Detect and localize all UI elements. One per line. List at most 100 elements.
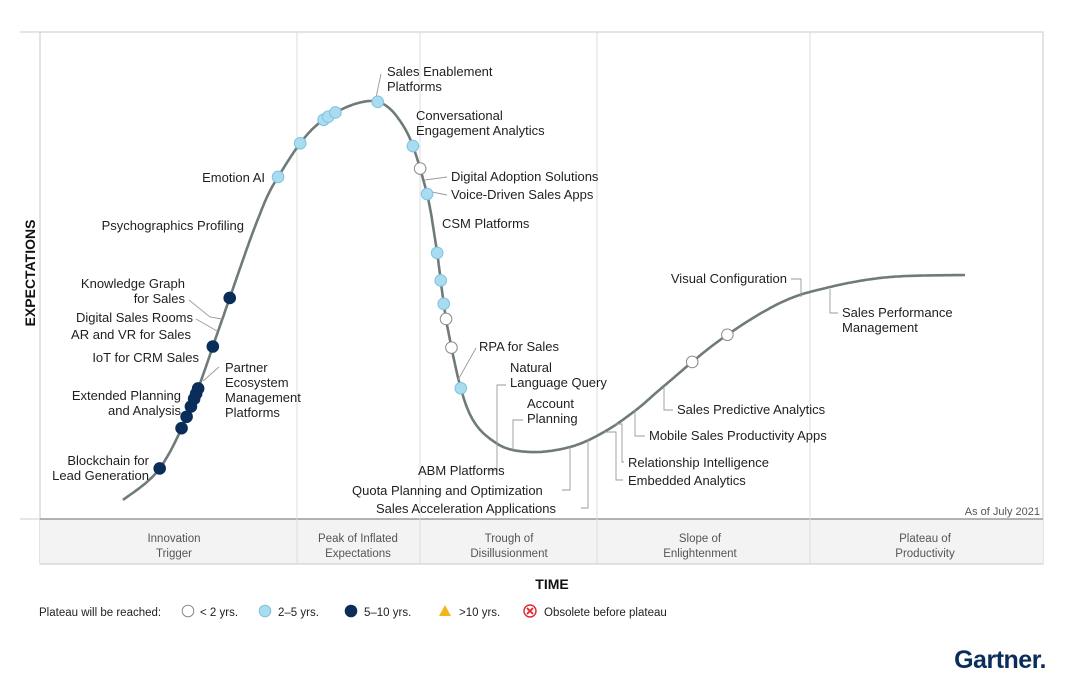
technology-label-line: Psychographics Profiling — [102, 218, 244, 233]
plot-border — [39, 31, 1044, 565]
technology-label-line: Voice-Driven Sales Apps — [451, 187, 594, 202]
technology-label: ABM Platforms — [418, 463, 505, 478]
brand-name: Gartner — [954, 646, 1040, 674]
technology-label-line: for Sales — [134, 291, 186, 306]
leader-line — [188, 299, 223, 320]
technology-marker — [413, 162, 427, 175]
leader-line — [562, 447, 571, 491]
technology-label-line: AR and VR for Sales — [71, 327, 191, 342]
technology-label-line: Mobile Sales Productivity Apps — [649, 428, 827, 443]
technology-label-line: Relationship Intelligence — [628, 455, 769, 470]
phase-label: Innovation Trigger — [147, 533, 200, 560]
phase-label-line: Disillusionment — [470, 548, 548, 560]
technology-label: RPA for Sales — [479, 339, 559, 354]
technology-label-line: and Analysis — [108, 403, 181, 418]
technology-label-line: Sales Enablement — [387, 64, 493, 79]
technology-marker — [434, 274, 448, 287]
technology-label-line: Conversational — [416, 108, 503, 123]
technology-label-line: Platforms — [387, 79, 442, 94]
technology-label: Sales Enablement Platforms — [387, 64, 493, 94]
phase-label: Slope of Enlightenment — [663, 533, 737, 560]
phase-label: Peak of Inflated Expectations — [318, 533, 398, 560]
technology-label-line: Emotion AI — [202, 170, 265, 185]
technology-label: Partner Ecosystem Management Platforms — [225, 360, 301, 420]
technology-marker — [445, 341, 458, 354]
technology-label-line: Embedded Analytics — [628, 473, 746, 488]
leader-line — [615, 423, 624, 463]
phase-band — [40, 519, 1043, 564]
phase-label-line: Trigger — [156, 548, 192, 560]
legend-item: 5–10 yrs. — [344, 604, 411, 619]
technology-label-line: ABM Platforms — [418, 463, 505, 478]
legend-label: < 2 yrs. — [200, 607, 238, 619]
legend-title: Plateau will be reached: — [39, 607, 161, 619]
technology-marker — [721, 328, 734, 342]
leader-line — [512, 419, 523, 450]
leader-line — [496, 384, 506, 443]
as-of-date: As of July 2021 — [965, 506, 1040, 518]
technology-marker — [329, 106, 342, 119]
technology-label-line: RPA for Sales — [479, 339, 559, 354]
technology-marker — [223, 291, 237, 305]
phase-label-line: Expectations — [325, 548, 391, 560]
technology-label: AR and VR for Sales — [71, 327, 191, 342]
leader-line — [581, 439, 589, 509]
phase-label-line: Plateau of — [899, 533, 952, 545]
technology-marker — [371, 95, 385, 109]
legend-label: >10 yrs. — [459, 607, 500, 619]
legend-symbol — [258, 604, 272, 618]
legend-symbol — [439, 605, 451, 616]
technology-label-line: Sales Predictive Analytics — [677, 402, 826, 417]
technology-label-line: Sales Acceleration Applications — [376, 501, 556, 516]
technology-label: Sales Performance Management — [842, 305, 953, 335]
technology-label: Blockchain for Lead Generation — [52, 453, 150, 483]
technology-marker — [153, 462, 166, 475]
technology-marker — [437, 297, 451, 311]
technology-label: Extended Planning and Analysis — [72, 388, 182, 418]
technology-marker — [271, 170, 285, 184]
technology-label: Relationship Intelligence — [628, 455, 769, 470]
legend-symbol — [523, 604, 537, 618]
phase-label-line: Innovation — [147, 533, 200, 545]
technology-label-line: Visual Configuration — [671, 271, 787, 286]
technology-label-line: Digital Adoption Solutions — [451, 169, 599, 184]
phase-label: Trough of Disillusionment — [470, 533, 548, 560]
legend-label: 2–5 yrs. — [278, 607, 319, 619]
technology-label-line: Partner — [225, 360, 268, 375]
technology-marker — [175, 421, 188, 435]
technology-label-line: Digital Sales Rooms — [76, 310, 194, 325]
phase-label-line: Enlightenment — [663, 548, 737, 560]
brand-dot: . — [1039, 646, 1047, 674]
technology-marker — [454, 381, 468, 395]
phase-label: Plateau of Productivity — [895, 533, 955, 560]
technology-label: Conversational Engagement Analytics — [416, 108, 545, 138]
technology-label: Voice-Driven Sales Apps — [451, 187, 594, 202]
technology-label: Visual Configuration — [671, 271, 787, 286]
leader-line — [202, 366, 220, 382]
technology-label-line: Natural — [510, 360, 552, 375]
technology-label-line: Knowledge Graph — [81, 276, 185, 291]
legend-label: Obsolete before plateau — [544, 607, 667, 619]
leader-line — [605, 431, 623, 481]
leader-line — [634, 410, 645, 437]
technology-label-line: Planning — [527, 411, 578, 426]
legend-item: >10 yrs. — [439, 605, 500, 619]
technology-label-line: Ecosystem — [225, 375, 289, 390]
technology-label: Quota Planning and Optimization — [352, 483, 543, 498]
x-axis-title: TIME — [535, 576, 568, 592]
legend-label: 5–10 yrs. — [364, 607, 411, 619]
technology-label: Knowledge Graph for Sales — [81, 276, 186, 306]
legend-symbol — [181, 604, 195, 618]
technology-label-line: Management — [842, 320, 918, 335]
technology-label-line: Account — [527, 396, 574, 411]
technology-label: Sales Acceleration Applications — [376, 501, 556, 516]
phase-label-line: Peak of Inflated — [318, 533, 398, 545]
legend-item: Obsolete before plateau — [523, 604, 667, 619]
technology-label: Embedded Analytics — [628, 473, 746, 488]
technology-label: Sales Predictive Analytics — [677, 402, 826, 417]
legend-symbol — [344, 604, 358, 618]
leader-lines — [188, 73, 838, 509]
technology-label-line: Lead Generation — [52, 468, 149, 483]
technology-label-line: Language Query — [510, 375, 607, 390]
leader-line — [829, 289, 838, 314]
